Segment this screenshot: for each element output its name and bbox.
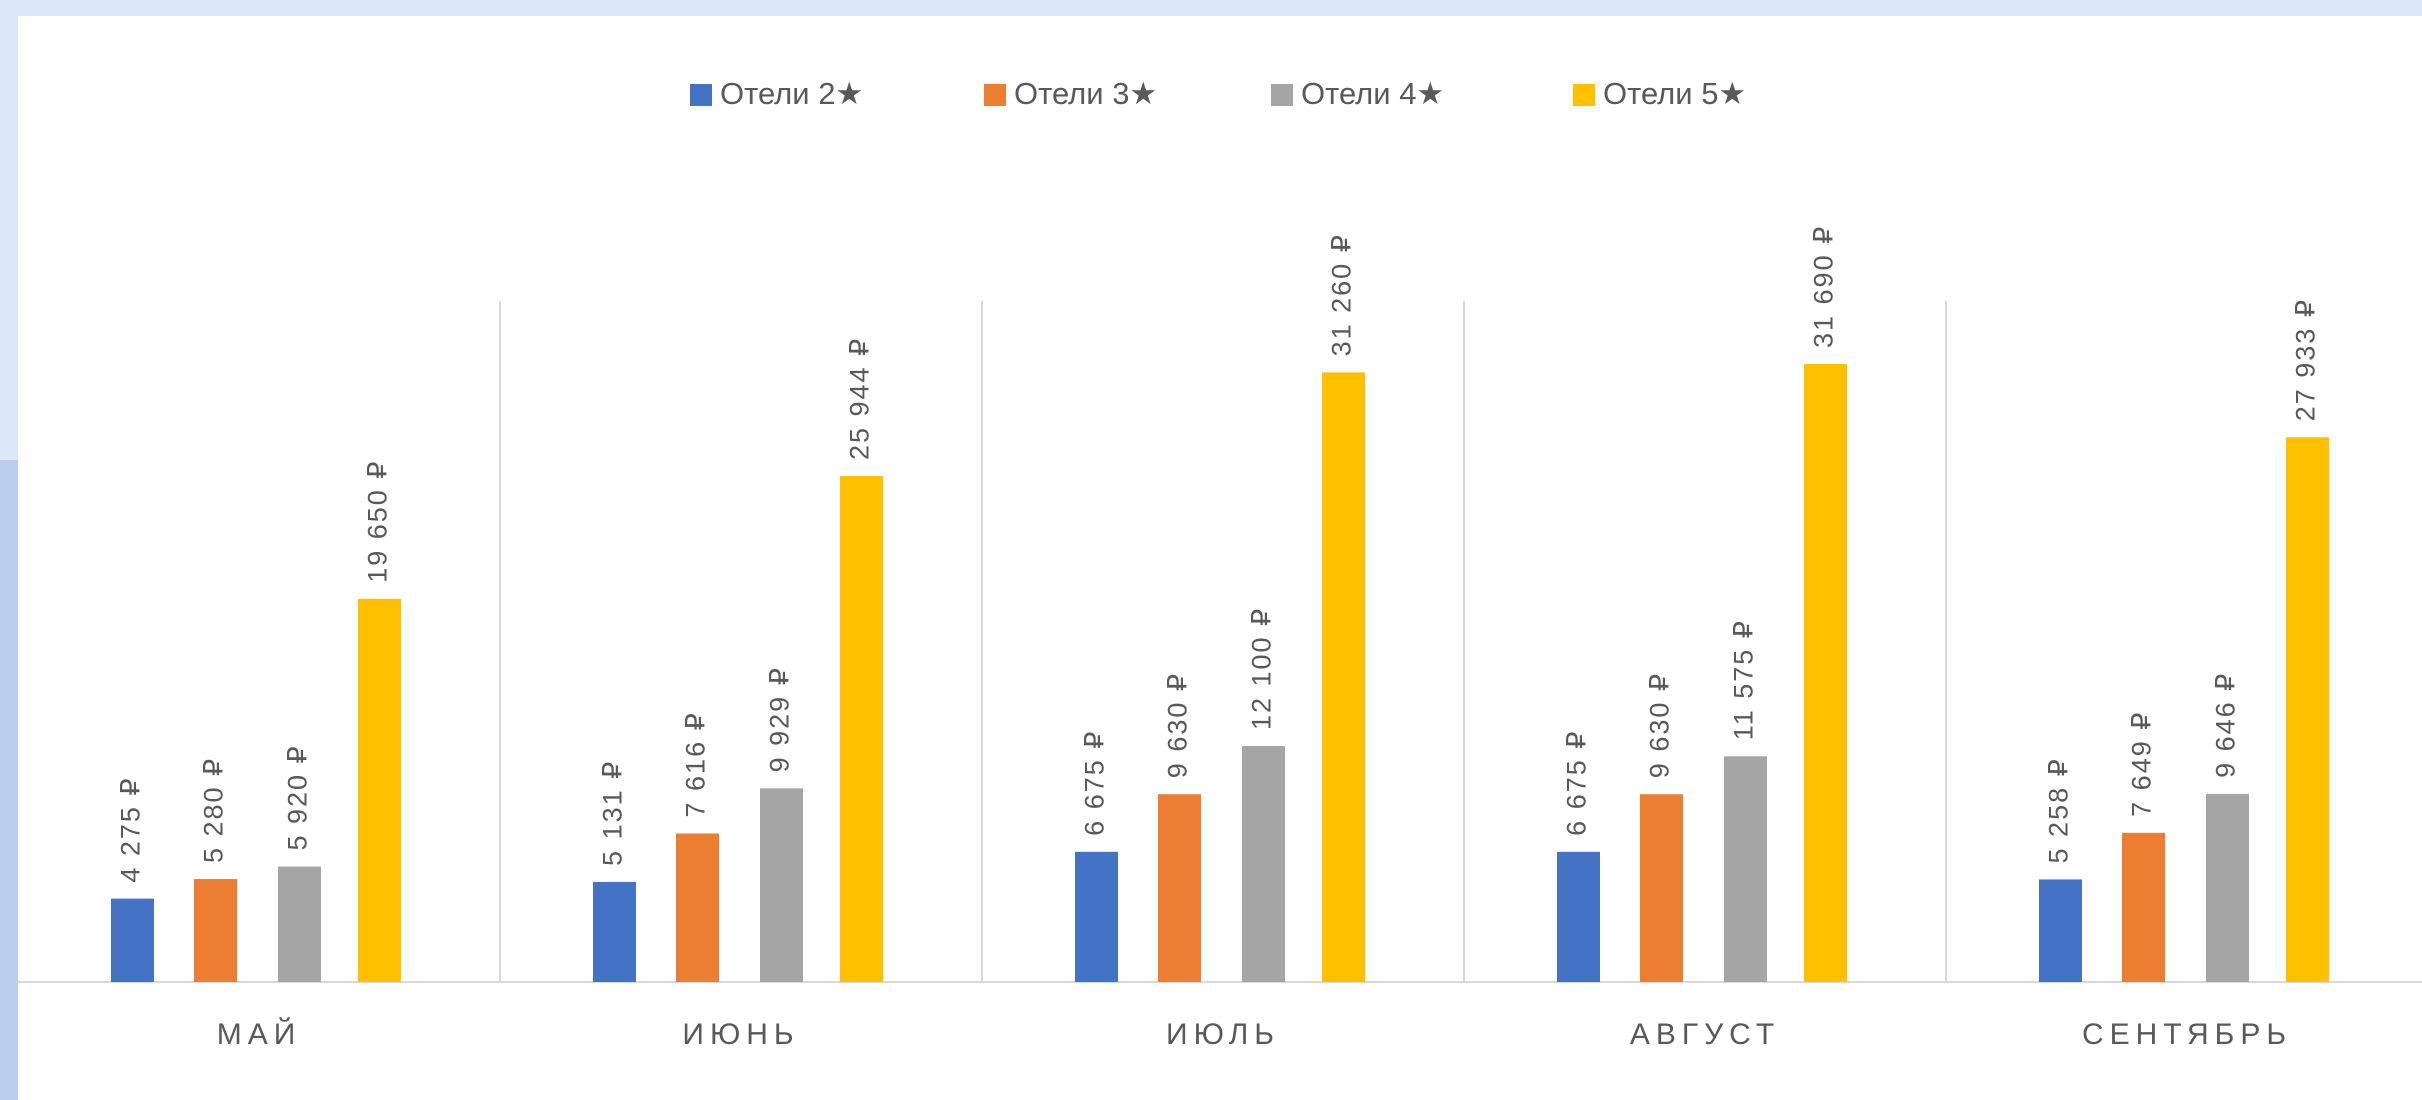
value-label: 19 650 ₽ bbox=[363, 460, 393, 583]
value-label: 7 616 ₽ bbox=[681, 711, 711, 817]
value-label: 6 675 ₽ bbox=[1562, 730, 1592, 836]
bar bbox=[760, 788, 803, 982]
value-label: 12 100 ₽ bbox=[1247, 607, 1277, 730]
value-label: 9 929 ₽ bbox=[765, 666, 795, 772]
legend-swatch bbox=[1573, 84, 1595, 106]
x-tick-label: ИЮНЬ bbox=[682, 1018, 799, 1051]
bar bbox=[278, 866, 321, 982]
bar bbox=[2122, 832, 2165, 982]
bar bbox=[1322, 372, 1365, 982]
x-tick-label: АВГУСТ bbox=[1630, 1018, 1780, 1051]
bar bbox=[1242, 746, 1285, 982]
value-label: 9 630 ₽ bbox=[1645, 672, 1675, 778]
bar bbox=[676, 833, 719, 982]
bar bbox=[1557, 851, 1600, 982]
bar bbox=[1640, 794, 1683, 982]
bar bbox=[111, 898, 154, 982]
value-label: 5 920 ₽ bbox=[283, 744, 313, 850]
bar bbox=[2286, 437, 2329, 982]
value-label: 7 649 ₽ bbox=[2127, 711, 2157, 817]
value-label: 5 258 ₽ bbox=[2044, 757, 2074, 863]
value-label: 9 646 ₽ bbox=[2211, 672, 2241, 778]
x-tick-label: СЕНТЯБРЬ bbox=[2082, 1018, 2292, 1051]
value-label: 5 280 ₽ bbox=[199, 757, 229, 863]
bar bbox=[1075, 851, 1118, 982]
value-label: 31 260 ₽ bbox=[1327, 233, 1357, 356]
value-label: 25 944 ₽ bbox=[845, 337, 875, 460]
bar bbox=[1158, 794, 1201, 982]
bar bbox=[2206, 793, 2249, 982]
x-tick-label: МАЙ bbox=[217, 1017, 302, 1051]
legend-swatch bbox=[690, 84, 712, 106]
side-strip bbox=[0, 460, 18, 1100]
bar bbox=[840, 476, 883, 982]
bar bbox=[194, 879, 237, 982]
value-label: 9 630 ₽ bbox=[1163, 672, 1193, 778]
value-label: 5 131 ₽ bbox=[598, 760, 628, 866]
value-label: 27 933 ₽ bbox=[2291, 298, 2321, 421]
value-label: 31 690 ₽ bbox=[1809, 225, 1839, 348]
value-label: 6 675 ₽ bbox=[1080, 730, 1110, 836]
legend-label: Отели 2★ bbox=[720, 76, 863, 111]
bar bbox=[1804, 364, 1847, 982]
value-label: 11 575 ₽ bbox=[1729, 619, 1759, 740]
legend-swatch bbox=[1271, 84, 1293, 106]
bar bbox=[593, 881, 636, 982]
x-tick-label: ИЮЛЬ bbox=[1166, 1018, 1280, 1051]
legend-label: Отели 3★ bbox=[1014, 76, 1157, 111]
legend-label: Отели 4★ bbox=[1301, 76, 1444, 111]
value-label: 4 275 ₽ bbox=[116, 776, 146, 882]
bar bbox=[1724, 756, 1767, 982]
bar bbox=[358, 598, 401, 982]
bar bbox=[2039, 879, 2082, 982]
legend-label: Отели 5★ bbox=[1603, 76, 1746, 111]
legend-swatch bbox=[984, 84, 1006, 106]
chart-panel bbox=[18, 16, 2422, 1100]
